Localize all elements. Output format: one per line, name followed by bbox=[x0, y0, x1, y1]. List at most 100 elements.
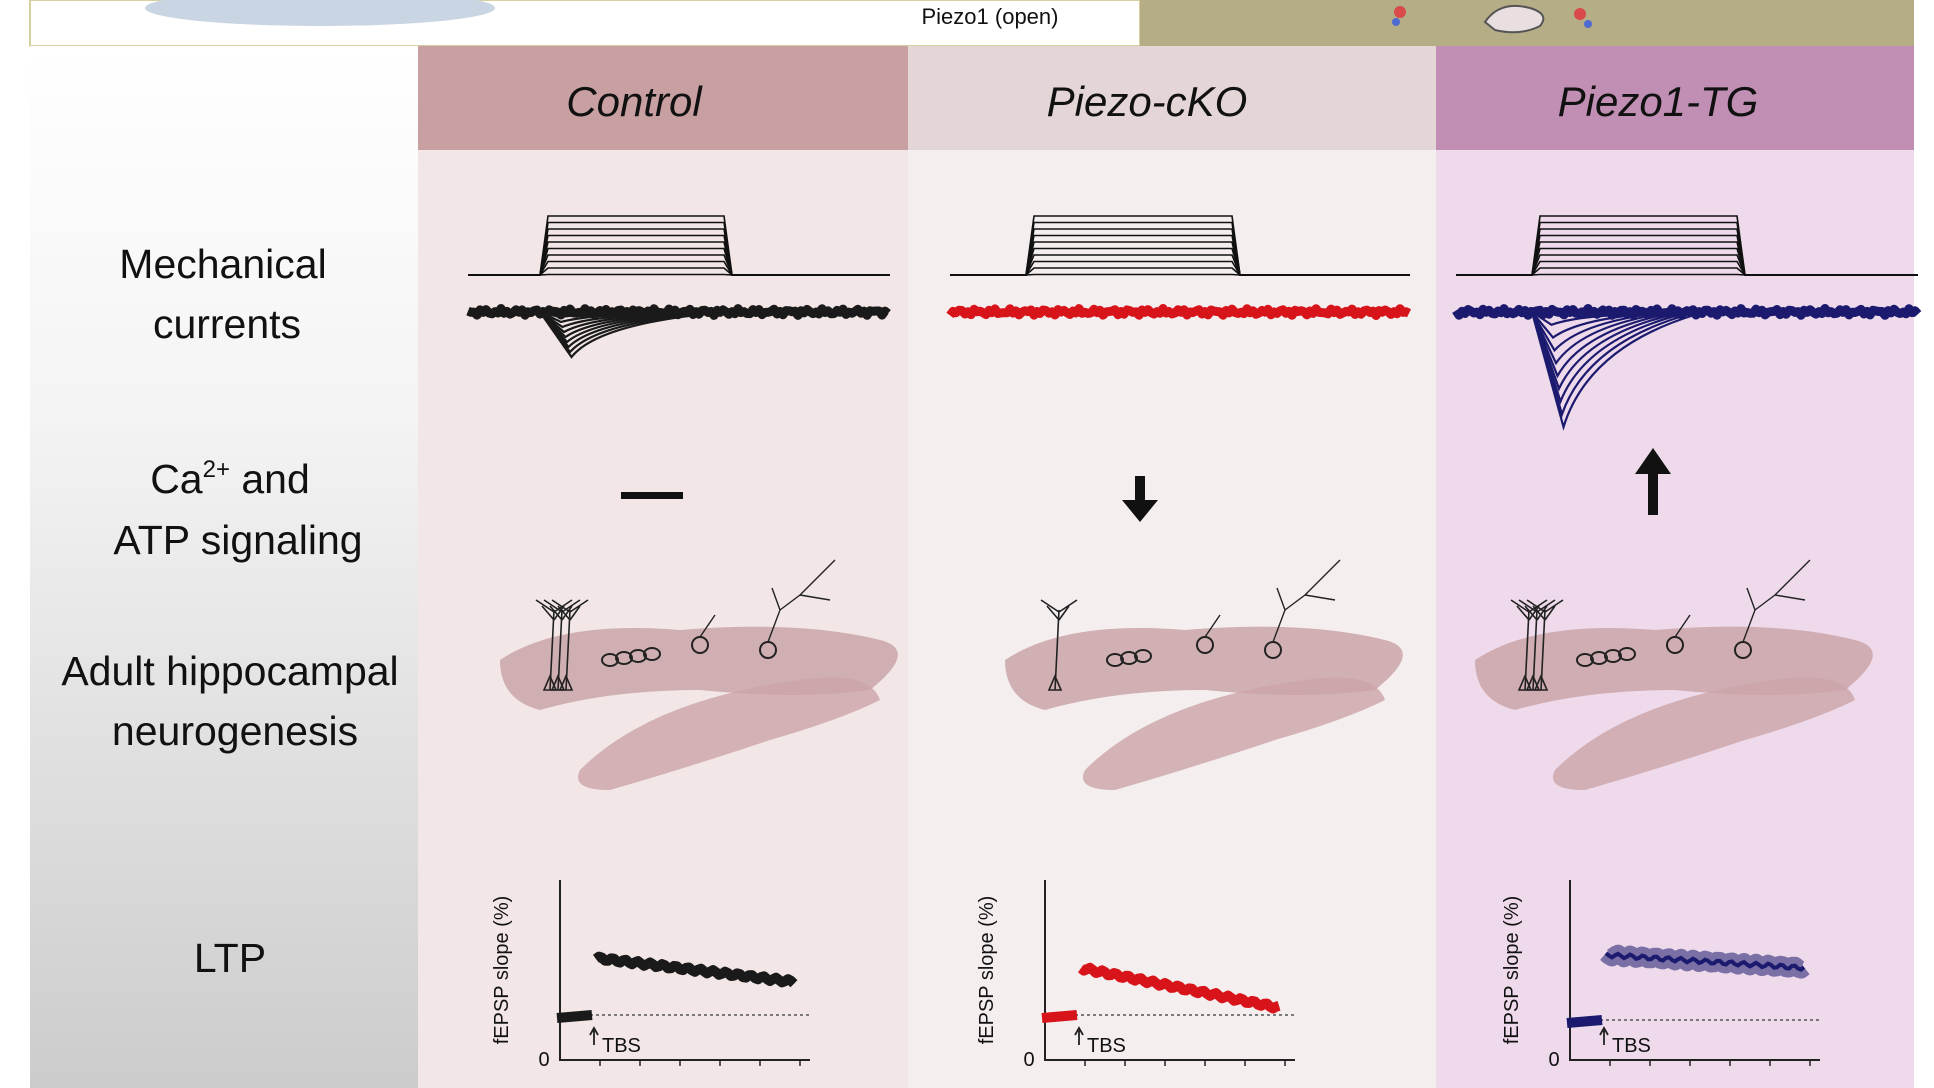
current-baseline bbox=[946, 304, 1412, 320]
current-transient bbox=[539, 311, 699, 354]
tg-header bbox=[1436, 46, 1914, 150]
no-change-dash bbox=[621, 492, 683, 499]
neuron-cell bbox=[1604, 649, 1622, 663]
dentate-gyrus bbox=[578, 677, 880, 790]
current-transient bbox=[1531, 311, 1661, 366]
control-column-bg bbox=[418, 46, 908, 1088]
neuron-cell bbox=[601, 653, 619, 667]
ltp-post-trace bbox=[1079, 965, 1280, 1011]
ltp-axes bbox=[1569, 880, 1820, 1061]
column-title-control: Control bbox=[566, 78, 703, 125]
ltp-tbs-label: TBS bbox=[1612, 1035, 1651, 1057]
neuron-soma bbox=[1525, 673, 1541, 691]
radial-neuron bbox=[535, 599, 573, 691]
dentate-gyrus bbox=[1083, 677, 1385, 790]
neuron-cell bbox=[1106, 653, 1124, 667]
radial-neuron bbox=[543, 599, 581, 691]
neuron-soma bbox=[550, 673, 566, 691]
stimulus-steps bbox=[468, 215, 1918, 276]
row-label-neurogenesis-1: Adult hippocampal bbox=[61, 648, 398, 694]
neuron-cell bbox=[1618, 647, 1636, 661]
ltp-pre-trace bbox=[1041, 1010, 1078, 1023]
signaling-indicators bbox=[621, 448, 1671, 522]
ltp-zero-tick: 0 bbox=[538, 1049, 549, 1071]
neuron-cell bbox=[1120, 651, 1138, 665]
column-title-cko: Piezo-cKO bbox=[1047, 78, 1248, 125]
radial-neuron bbox=[1040, 599, 1078, 691]
current-trace-control bbox=[466, 304, 891, 359]
current-transient bbox=[1530, 311, 1676, 392]
tbs-arrow-icon bbox=[1599, 1026, 1609, 1045]
ltp-ylabel: fEPSP slope (%) bbox=[491, 896, 513, 1045]
current-transient bbox=[1530, 311, 1698, 431]
neuron-cell bbox=[629, 649, 647, 663]
current-transient bbox=[1531, 311, 1646, 340]
top-banner: Piezo1 (open) bbox=[29, 0, 1914, 47]
ltp-ylabel: fEPSP slope (%) bbox=[1501, 896, 1523, 1045]
current-transient bbox=[1530, 311, 1683, 405]
ltp-post-trace bbox=[594, 954, 796, 986]
arrow-down-icon bbox=[1122, 476, 1158, 522]
current-traces bbox=[466, 304, 1922, 431]
neuron-soma bbox=[1517, 673, 1533, 691]
control-header bbox=[418, 46, 908, 150]
current-transient bbox=[1531, 311, 1653, 353]
ltp-zero-tick: 0 bbox=[1023, 1049, 1034, 1071]
neuron-soma bbox=[558, 673, 574, 691]
row-label-mechanical-2: currents bbox=[153, 301, 301, 347]
dendrite bbox=[1674, 559, 1811, 643]
dendrite bbox=[699, 559, 836, 643]
step-stimulus-tg bbox=[1456, 215, 1918, 276]
tbs-arrow-icon bbox=[589, 1026, 599, 1045]
step-trace bbox=[468, 273, 890, 276]
radial-neuron bbox=[1510, 599, 1548, 691]
channel-structure-image bbox=[145, 0, 495, 26]
neuron-cell bbox=[1590, 651, 1608, 665]
ltp-ylabel: fEPSP slope (%) bbox=[976, 896, 998, 1045]
current-trace-cko bbox=[946, 304, 1412, 320]
radial-neuron bbox=[1518, 599, 1556, 691]
neuron-soma bbox=[1533, 673, 1549, 691]
cko-header bbox=[908, 46, 1436, 150]
cko-column-bg bbox=[908, 46, 1436, 1088]
row-label-mechanical-1: Mechanical bbox=[119, 241, 326, 287]
step-stimulus-cko bbox=[950, 215, 1410, 276]
ltp-post-trace bbox=[1604, 951, 1806, 972]
column-title-tg: Piezo1-TG bbox=[1558, 78, 1759, 125]
ltp-plot-cko: fEPSP slope (%) 0 TBS bbox=[976, 880, 1295, 1071]
ltp-axes bbox=[559, 880, 810, 1061]
current-trace-tg bbox=[1452, 304, 1922, 431]
tg-column-bg bbox=[1436, 46, 1914, 1088]
hippocampus-control bbox=[500, 559, 898, 790]
ltp-tbs-label: TBS bbox=[1087, 1035, 1126, 1057]
step-stimulus-control bbox=[468, 215, 890, 276]
neuron-cell bbox=[615, 651, 633, 665]
dentate-gyrus bbox=[1553, 677, 1855, 790]
ltp-zero-tick: 0 bbox=[1548, 1049, 1559, 1071]
row-label-signaling-1: Ca2+ and bbox=[150, 456, 310, 502]
step-trace bbox=[950, 273, 1410, 276]
banner-caption: Piezo1 (open) bbox=[922, 4, 1059, 29]
ltp-plot-tg: fEPSP slope (%) 0 TBS bbox=[1501, 880, 1820, 1071]
step-trace bbox=[1456, 273, 1918, 276]
ltp-pre-trace bbox=[556, 1010, 593, 1023]
neuron-soma bbox=[1047, 673, 1063, 691]
ltp-plot-control: fEPSP slope (%) 0 TBS bbox=[491, 880, 810, 1071]
current-transient bbox=[1530, 311, 1668, 379]
hippocampus-cko bbox=[1005, 559, 1403, 790]
neuron-cell bbox=[1576, 653, 1594, 667]
neuron-cell bbox=[1134, 649, 1152, 663]
ltp-tbs-label: TBS bbox=[602, 1035, 641, 1057]
neuron-cell bbox=[643, 647, 661, 661]
ltp-axes bbox=[1044, 880, 1295, 1061]
radial-neuron bbox=[1526, 599, 1564, 691]
neuron-soma bbox=[542, 673, 558, 691]
row-label-signaling-2: ATP signaling bbox=[113, 517, 362, 563]
current-transient bbox=[539, 311, 684, 344]
dendrite bbox=[1204, 559, 1341, 643]
row-label-neurogenesis-2: neurogenesis bbox=[112, 708, 358, 754]
current-transient bbox=[1531, 311, 1638, 326]
ltp-pre-trace bbox=[1566, 1015, 1603, 1028]
current-transient bbox=[539, 311, 706, 359]
